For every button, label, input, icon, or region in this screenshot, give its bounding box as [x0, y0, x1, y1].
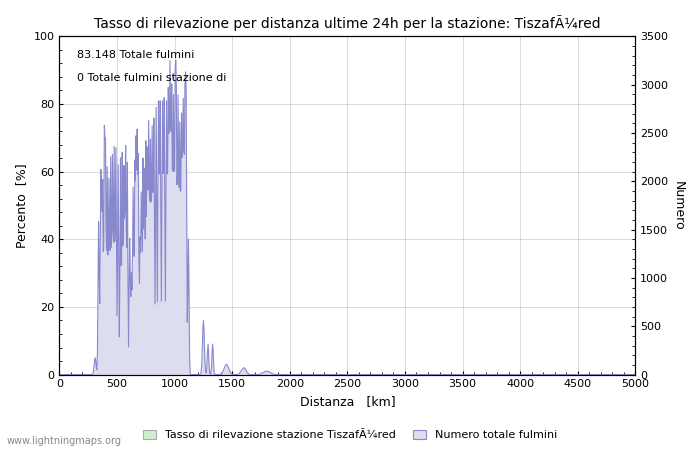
- Text: 83.148 Totale fulmini: 83.148 Totale fulmini: [77, 50, 194, 60]
- Legend: Tasso di rilevazione stazione TiszafÃ¼red, Numero totale fulmini: Tasso di rilevazione stazione TiszafÃ¼re…: [139, 425, 561, 445]
- Text: www.lightningmaps.org: www.lightningmaps.org: [7, 436, 122, 446]
- Text: 0 Totale fulmini stazione di: 0 Totale fulmini stazione di: [77, 73, 226, 84]
- X-axis label: Distanza   [km]: Distanza [km]: [300, 395, 395, 408]
- Y-axis label: Percento  [%]: Percento [%]: [15, 163, 28, 248]
- Y-axis label: Numero: Numero: [672, 180, 685, 230]
- Title: Tasso di rilevazione per distanza ultime 24h per la stazione: TiszafÃ¼red: Tasso di rilevazione per distanza ultime…: [94, 15, 601, 31]
